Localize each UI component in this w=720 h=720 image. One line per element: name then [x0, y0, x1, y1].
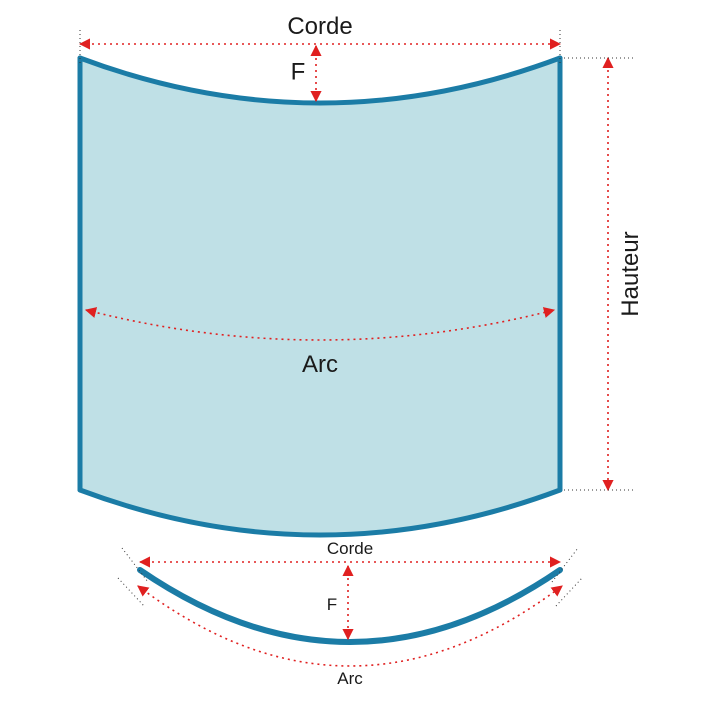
label-arc-2: Arc: [337, 669, 363, 688]
label-corde-2: Corde: [327, 539, 373, 558]
diagram-svg: Corde F Hauteur Arc Corde F Arc: [0, 0, 720, 720]
section-arc: [140, 570, 560, 642]
curved-panel: [80, 58, 560, 535]
label-f-2: F: [327, 595, 337, 614]
label-arc: Arc: [302, 351, 338, 378]
label-f: F: [291, 59, 306, 86]
label-hauteur: Hauteur: [617, 231, 644, 316]
label-corde: Corde: [287, 13, 352, 40]
